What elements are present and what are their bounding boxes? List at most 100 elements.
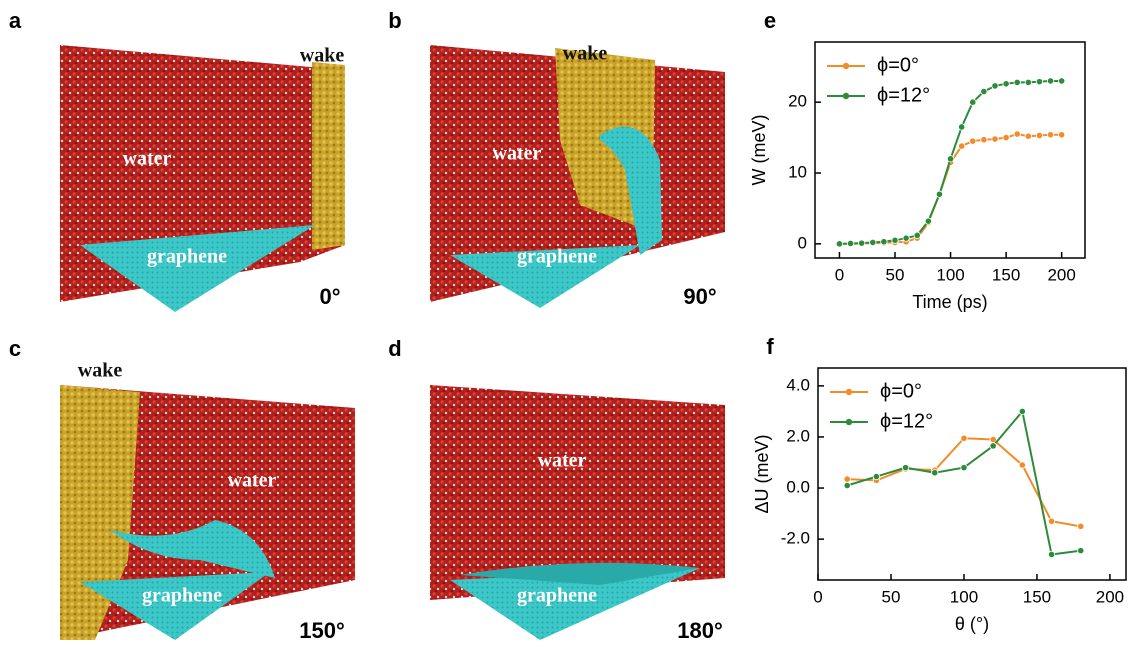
y-tick-label: 0 bbox=[798, 233, 807, 252]
water-label: water bbox=[228, 470, 277, 492]
data-point bbox=[1046, 77, 1055, 85]
data-point bbox=[1077, 522, 1085, 530]
data-point bbox=[946, 155, 955, 163]
data-point bbox=[869, 238, 877, 247]
data-point bbox=[1024, 132, 1032, 140]
panel-letter: d bbox=[388, 336, 401, 361]
data-point bbox=[991, 82, 999, 90]
series-line bbox=[846, 409, 1081, 556]
graphene-label: graphene bbox=[142, 585, 222, 607]
data-point bbox=[1013, 130, 1021, 138]
angle-label: 0° bbox=[319, 284, 340, 309]
y-axis-label: W (meV) bbox=[749, 115, 769, 186]
data-point bbox=[1047, 517, 1056, 525]
data-point bbox=[1002, 80, 1010, 88]
x-tick-label: 150 bbox=[1023, 587, 1051, 606]
data-point bbox=[891, 236, 899, 244]
chart: f 0 50 100 150 200 4.0 2.0 0.0 -2.0 θ (°) ΔU (meV) ϕ… bbox=[752, 334, 1127, 634]
x-axis-label: θ (°) bbox=[955, 614, 989, 634]
graphene-label: graphene bbox=[147, 246, 227, 268]
wake-label: wake bbox=[78, 360, 123, 382]
x-tick-label: 50 bbox=[882, 587, 901, 606]
x-tick-label: 150 bbox=[992, 265, 1020, 284]
data-point bbox=[835, 240, 844, 248]
data-point bbox=[846, 239, 855, 248]
x-tick-label: 100 bbox=[936, 265, 964, 284]
chart: e 0 50 100 150 200 0 10 20 Time (ps) W (meV) ϕ=0° ϕ=… bbox=[749, 8, 1086, 312]
x-tick-label: 200 bbox=[1096, 587, 1124, 606]
panel-letter: c bbox=[9, 336, 21, 361]
data-point bbox=[1013, 78, 1021, 86]
legend-label: ϕ=0° bbox=[877, 54, 919, 76]
graphene-label: graphene bbox=[517, 246, 597, 268]
data-point bbox=[960, 464, 968, 472]
data-point bbox=[1077, 547, 1085, 555]
panel-letter: b bbox=[388, 8, 401, 33]
y-tick-label: 20 bbox=[788, 92, 807, 111]
data-point bbox=[858, 239, 866, 247]
data-point bbox=[902, 234, 910, 242]
x-tick-label: 100 bbox=[950, 587, 978, 606]
y-tick-label: 0.0 bbox=[786, 478, 810, 497]
data-point bbox=[1046, 131, 1055, 139]
data-point bbox=[1058, 77, 1066, 85]
data-point bbox=[935, 190, 944, 198]
panel-letter: f bbox=[766, 334, 774, 359]
graphene-label: graphene bbox=[517, 585, 597, 607]
plot-frame bbox=[817, 367, 1127, 581]
simulation-c bbox=[60, 385, 355, 640]
data-point bbox=[991, 135, 999, 143]
water-label: water bbox=[123, 148, 172, 170]
data-point bbox=[1018, 461, 1026, 469]
data-point bbox=[958, 123, 966, 131]
data-point bbox=[1002, 134, 1010, 142]
x-tick-label: 0 bbox=[835, 265, 844, 284]
x-tick-label: 50 bbox=[886, 265, 905, 284]
x-tick-label: 0 bbox=[813, 587, 822, 606]
data-point bbox=[989, 442, 997, 450]
wake-label: wake bbox=[563, 43, 608, 65]
data-point bbox=[1018, 407, 1026, 416]
data-point bbox=[969, 98, 977, 106]
data-point bbox=[969, 137, 977, 145]
legend-marker bbox=[842, 92, 850, 100]
data-point bbox=[901, 464, 910, 472]
simulation-d bbox=[430, 385, 725, 640]
data-point bbox=[880, 238, 888, 246]
x-tick-label: 200 bbox=[1047, 265, 1075, 284]
water-label: water bbox=[538, 450, 587, 472]
y-tick-label: 2.0 bbox=[786, 426, 810, 445]
data-point bbox=[913, 231, 921, 239]
data-point bbox=[1047, 550, 1056, 559]
legend-label: ϕ=12° bbox=[877, 84, 930, 106]
data-point bbox=[960, 434, 968, 442]
panel-letter: a bbox=[9, 8, 22, 33]
simulation-a bbox=[60, 45, 345, 312]
legend-label: ϕ=0° bbox=[880, 380, 922, 402]
simulation-b bbox=[430, 45, 725, 308]
series-line bbox=[847, 437, 1081, 528]
legend-marker bbox=[845, 418, 853, 426]
data-point bbox=[1035, 78, 1044, 86]
panel-letter: e bbox=[764, 8, 776, 33]
y-axis-label: ΔU (meV) bbox=[752, 434, 772, 513]
data-point bbox=[1058, 131, 1066, 139]
y-tick-label: 10 bbox=[788, 163, 807, 182]
wake-label: wake bbox=[300, 45, 345, 67]
y-tick-label: -2.0 bbox=[781, 529, 810, 548]
data-point bbox=[872, 472, 880, 481]
data-point bbox=[980, 136, 988, 144]
legend-label: ϕ=12° bbox=[880, 410, 933, 432]
angle-label: 150° bbox=[299, 618, 345, 643]
series-line bbox=[839, 133, 1062, 245]
data-point bbox=[1024, 78, 1032, 86]
x-axis-label: Time (ps) bbox=[912, 292, 987, 312]
angle-label: 90° bbox=[683, 284, 716, 309]
legend-marker bbox=[845, 388, 853, 396]
y-tick-label: 4.0 bbox=[786, 375, 810, 394]
angle-label: 180° bbox=[677, 618, 723, 643]
water-label: water bbox=[493, 143, 542, 165]
data-point bbox=[924, 217, 932, 225]
data-point bbox=[958, 142, 966, 150]
